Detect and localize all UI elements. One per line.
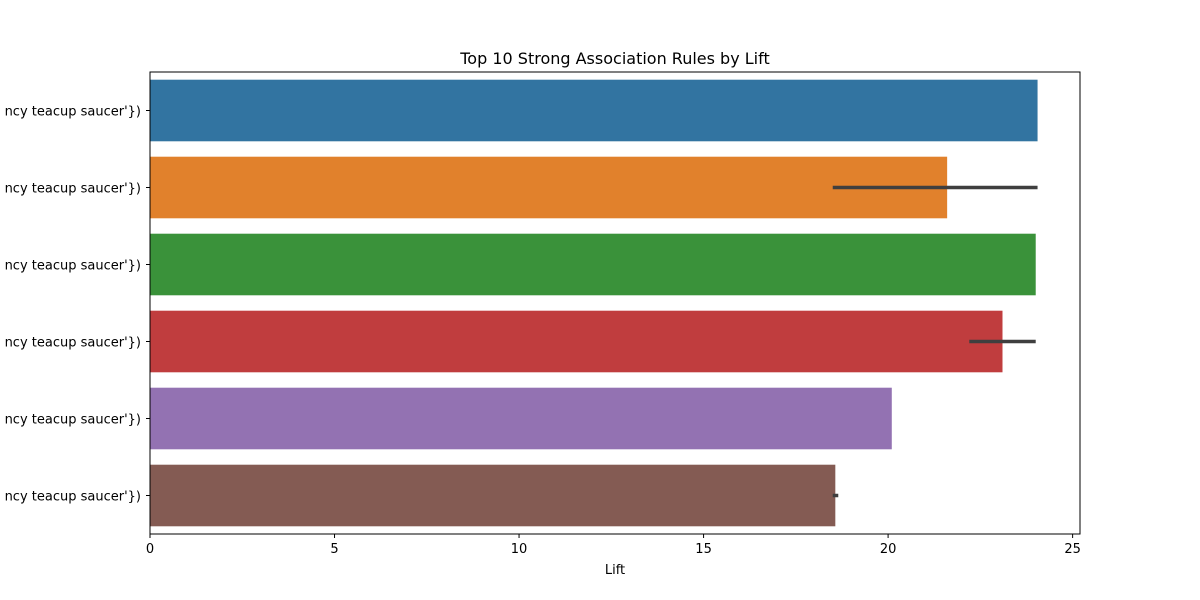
bar-6 bbox=[150, 464, 836, 527]
y-tick-label-6: ncy teacup saucer'}) bbox=[5, 490, 141, 505]
y-tick-label-3: ncy teacup saucer'}) bbox=[5, 259, 141, 274]
x-axis-title: Lift bbox=[605, 563, 625, 578]
x-tick-label-10: 10 bbox=[511, 542, 528, 557]
x-tick-label-5: 5 bbox=[330, 542, 338, 557]
bar-5 bbox=[150, 387, 892, 450]
bar-3 bbox=[150, 233, 1036, 296]
plot-frame bbox=[149, 71, 1081, 535]
x-tick-label-20: 20 bbox=[880, 542, 897, 557]
x-tick-label-15: 15 bbox=[695, 542, 712, 557]
bar-1 bbox=[150, 79, 1038, 142]
x-tick-label-25: 25 bbox=[1064, 542, 1081, 557]
x-tick-label-0: 0 bbox=[146, 542, 154, 557]
chart-title: Top 10 Strong Association Rules by Lift bbox=[459, 49, 770, 68]
y-tick-label-5: ncy teacup saucer'}) bbox=[5, 413, 141, 428]
y-tick-label-4: ncy teacup saucer'}) bbox=[5, 336, 141, 351]
bar-2 bbox=[150, 156, 948, 219]
y-tick-label-1: ncy teacup saucer'}) bbox=[5, 105, 141, 120]
y-tick-label-2: ncy teacup saucer'}) bbox=[5, 182, 141, 197]
bar-4 bbox=[150, 310, 1003, 373]
